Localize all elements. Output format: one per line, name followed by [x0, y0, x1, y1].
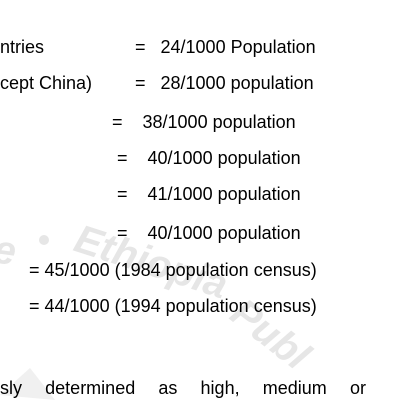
paragraph-word: high,	[200, 378, 240, 398]
rate-row: = 41/1000 population	[117, 184, 301, 204]
paragraph-word: as	[158, 378, 178, 398]
census-row: = 45/1000 (1984 population census)	[29, 260, 317, 280]
paragraph-word: determined	[45, 378, 136, 398]
rate-row: = 40/1000 population	[117, 148, 301, 168]
paragraph-line: sly determined as high, medium or	[0, 377, 366, 399]
rate-row: = 38/1000 population	[112, 112, 296, 132]
row-left-fragment: ntries	[0, 37, 45, 57]
paragraph-word: medium	[262, 378, 327, 398]
rate-row: = 24/1000 Population	[135, 37, 316, 57]
svg-text:e: e	[0, 227, 19, 274]
rate-row: = 28/1000 population	[135, 73, 314, 93]
paragraph-word: sly	[0, 378, 22, 398]
paragraph-word: or	[349, 378, 366, 398]
rate-row: = 40/1000 population	[117, 223, 301, 243]
row-left-fragment: cept China)	[0, 73, 93, 93]
census-row: = 44/1000 (1994 population census)	[29, 296, 317, 316]
